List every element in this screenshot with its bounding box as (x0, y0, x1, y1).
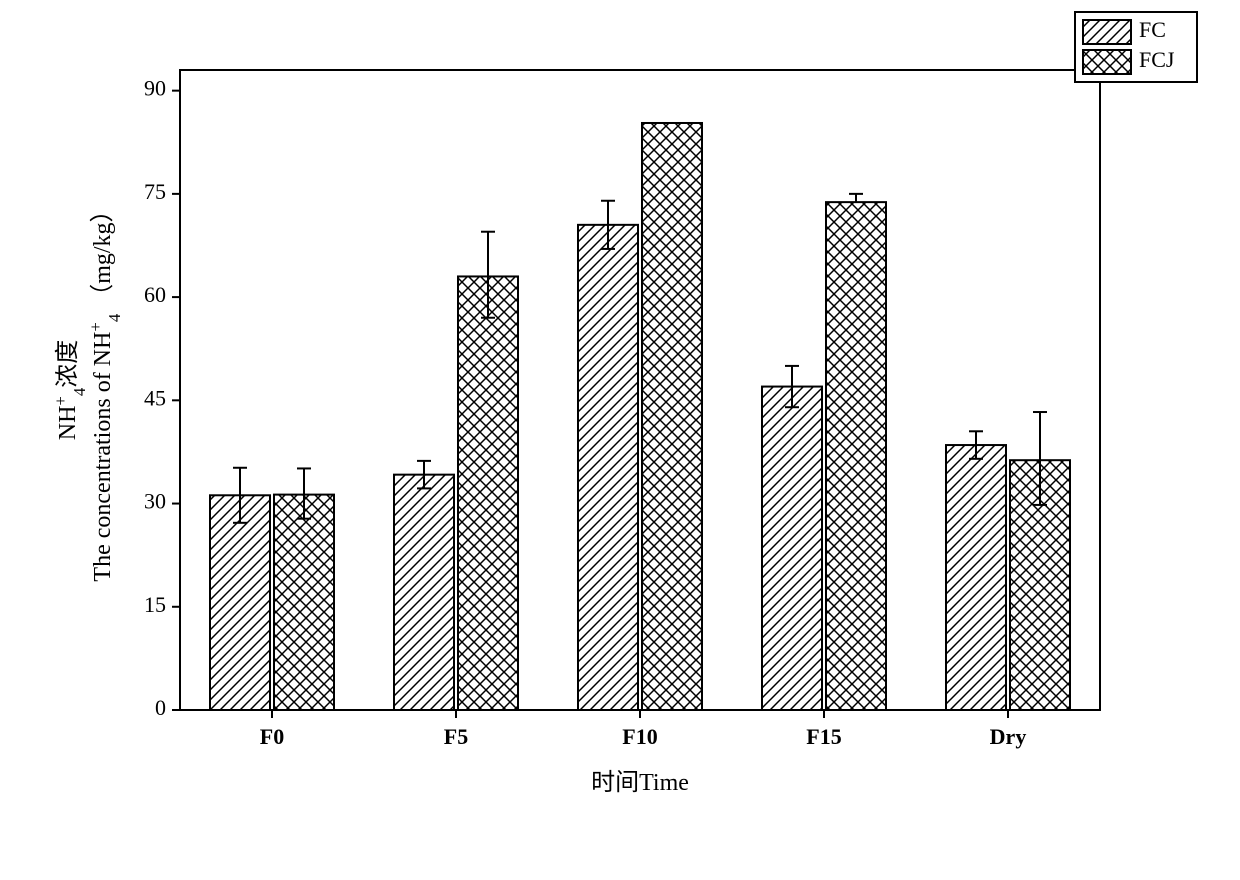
legend-swatch-FCJ (1083, 50, 1131, 74)
y-tick-label: 75 (144, 179, 166, 204)
bar-FCJ-F5 (458, 276, 518, 710)
y-tick-label: 90 (144, 76, 166, 101)
x-tick-label: F10 (622, 724, 657, 749)
bar-FC-F0 (210, 495, 270, 710)
y-tick-label: 60 (144, 282, 166, 307)
x-tick-label: F15 (806, 724, 841, 749)
chart-container: 0 15 30 45 60 75 90 F0 F5 F10 F15 Dry 时间Time The conc… (0, 0, 1240, 880)
y-axis-label-en: The concentrations of NH+4 （mg/kg） (86, 198, 124, 581)
bar-FCJ-F10 (642, 123, 702, 710)
legend-swatch-FC (1083, 20, 1131, 44)
x-tick-label: F0 (260, 724, 284, 749)
x-tick-label: F5 (444, 724, 468, 749)
x-tick-label: Dry (990, 724, 1027, 749)
y-tick-label: 15 (144, 592, 166, 617)
bar-FC-Dry (946, 445, 1006, 710)
legend-label-FCJ: FCJ (1139, 47, 1175, 72)
y-tick-label: 30 (144, 489, 166, 514)
y-axis-label-cn: NH+4浓度 (51, 340, 89, 441)
bar-FCJ-F15 (826, 202, 886, 710)
x-axis-label: 时间Time (591, 769, 689, 796)
y-tick-label: 45 (144, 385, 166, 410)
bar-FC-F15 (762, 387, 822, 710)
bar-FC-F5 (394, 475, 454, 710)
legend-label-FC: FC (1139, 17, 1166, 42)
bar-chart: 0 15 30 45 60 75 90 F0 F5 F10 F15 Dry 时间Time The conc… (0, 0, 1240, 880)
y-tick-label: 0 (155, 695, 166, 720)
bar-FCJ-F0 (274, 495, 334, 710)
bar-FC-F10 (578, 225, 638, 710)
